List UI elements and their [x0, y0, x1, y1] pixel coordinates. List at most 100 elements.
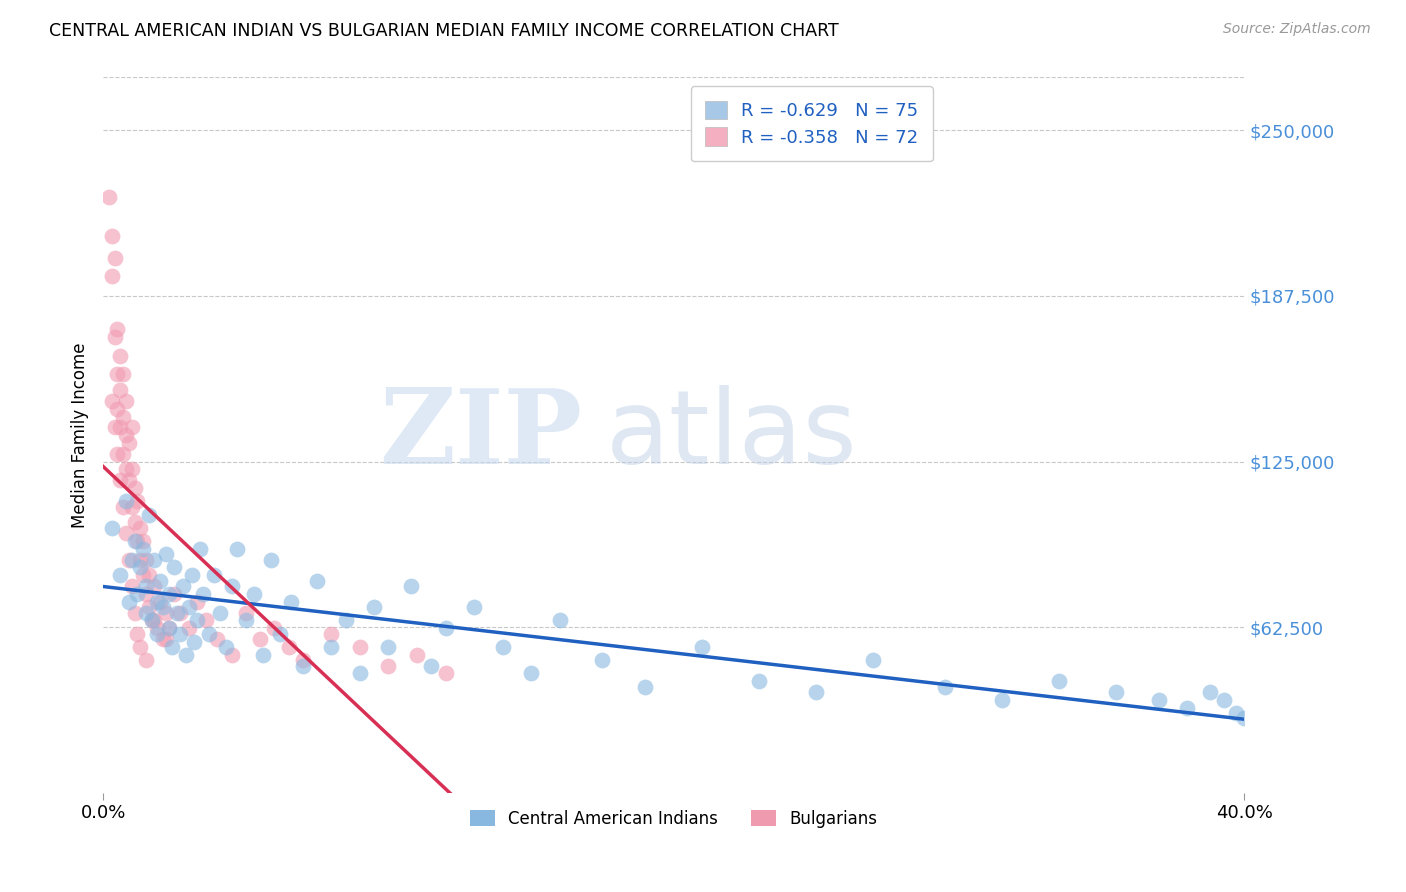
Point: [215, 640, 238, 654]
Point: [862, 653, 884, 667]
Point: [160, 640, 183, 654]
Point: [118, 552, 141, 566]
Point: [105, 401, 128, 416]
Point: [138, 508, 160, 522]
Point: [491, 640, 513, 654]
Point: [127, 626, 149, 640]
Point: [103, 251, 125, 265]
Point: [118, 595, 141, 609]
Point: [112, 500, 135, 514]
Point: [634, 680, 657, 694]
Point: [124, 481, 146, 495]
Text: Source: ZipAtlas.com: Source: ZipAtlas.com: [1223, 22, 1371, 37]
Point: [209, 606, 232, 620]
Point: [155, 606, 177, 620]
Point: [129, 640, 152, 654]
Point: [132, 568, 155, 582]
Point: [127, 587, 149, 601]
Point: [260, 552, 283, 566]
Text: atlas: atlas: [606, 384, 858, 485]
Point: [135, 552, 157, 566]
Point: [321, 640, 343, 654]
Point: [269, 626, 291, 640]
Point: [335, 614, 357, 628]
Point: [118, 436, 141, 450]
Point: [806, 685, 828, 699]
Point: [263, 622, 285, 636]
Point: [252, 648, 274, 662]
Point: [155, 632, 177, 646]
Point: [226, 541, 249, 556]
Point: [243, 587, 266, 601]
Point: [110, 568, 132, 582]
Point: [135, 579, 157, 593]
Point: [105, 447, 128, 461]
Point: [463, 600, 485, 615]
Point: [1147, 693, 1170, 707]
Point: [349, 666, 371, 681]
Point: [221, 648, 243, 662]
Point: [121, 500, 143, 514]
Point: [100, 229, 122, 244]
Point: [349, 640, 371, 654]
Point: [377, 640, 399, 654]
Point: [235, 614, 257, 628]
Point: [180, 568, 202, 582]
Point: [249, 632, 271, 646]
Point: [121, 420, 143, 434]
Point: [129, 521, 152, 535]
Point: [157, 622, 180, 636]
Point: [132, 534, 155, 549]
Point: [146, 626, 169, 640]
Text: CENTRAL AMERICAN INDIAN VS BULGARIAN MEDIAN FAMILY INCOME CORRELATION CHART: CENTRAL AMERICAN INDIAN VS BULGARIAN MED…: [49, 22, 839, 40]
Point: [135, 587, 157, 601]
Point: [172, 579, 194, 593]
Point: [202, 568, 225, 582]
Point: [277, 640, 299, 654]
Point: [174, 648, 197, 662]
Point: [420, 658, 443, 673]
Point: [115, 526, 138, 541]
Point: [363, 600, 385, 615]
Point: [183, 634, 205, 648]
Point: [291, 653, 314, 667]
Point: [166, 606, 188, 620]
Point: [155, 547, 177, 561]
Point: [124, 516, 146, 530]
Point: [100, 521, 122, 535]
Point: [138, 568, 160, 582]
Point: [138, 600, 160, 615]
Point: [143, 552, 166, 566]
Point: [146, 595, 169, 609]
Point: [115, 428, 138, 442]
Point: [129, 552, 152, 566]
Point: [169, 626, 191, 640]
Point: [149, 595, 172, 609]
Point: [1175, 701, 1198, 715]
Point: [1199, 685, 1222, 699]
Point: [207, 632, 229, 646]
Point: [152, 632, 174, 646]
Point: [105, 367, 128, 381]
Point: [129, 560, 152, 574]
Point: [177, 622, 200, 636]
Point: [132, 541, 155, 556]
Point: [149, 574, 172, 588]
Point: [991, 693, 1014, 707]
Point: [1213, 693, 1236, 707]
Point: [135, 653, 157, 667]
Point: [221, 579, 243, 593]
Point: [186, 595, 208, 609]
Legend: Central American Indians, Bulgarians: Central American Indians, Bulgarians: [463, 803, 884, 834]
Point: [110, 420, 132, 434]
Point: [112, 409, 135, 424]
Point: [127, 494, 149, 508]
Point: [115, 393, 138, 408]
Point: [434, 666, 457, 681]
Point: [307, 574, 329, 588]
Text: ZIP: ZIP: [380, 384, 582, 486]
Point: [186, 614, 208, 628]
Point: [135, 606, 157, 620]
Point: [110, 473, 132, 487]
Point: [103, 420, 125, 434]
